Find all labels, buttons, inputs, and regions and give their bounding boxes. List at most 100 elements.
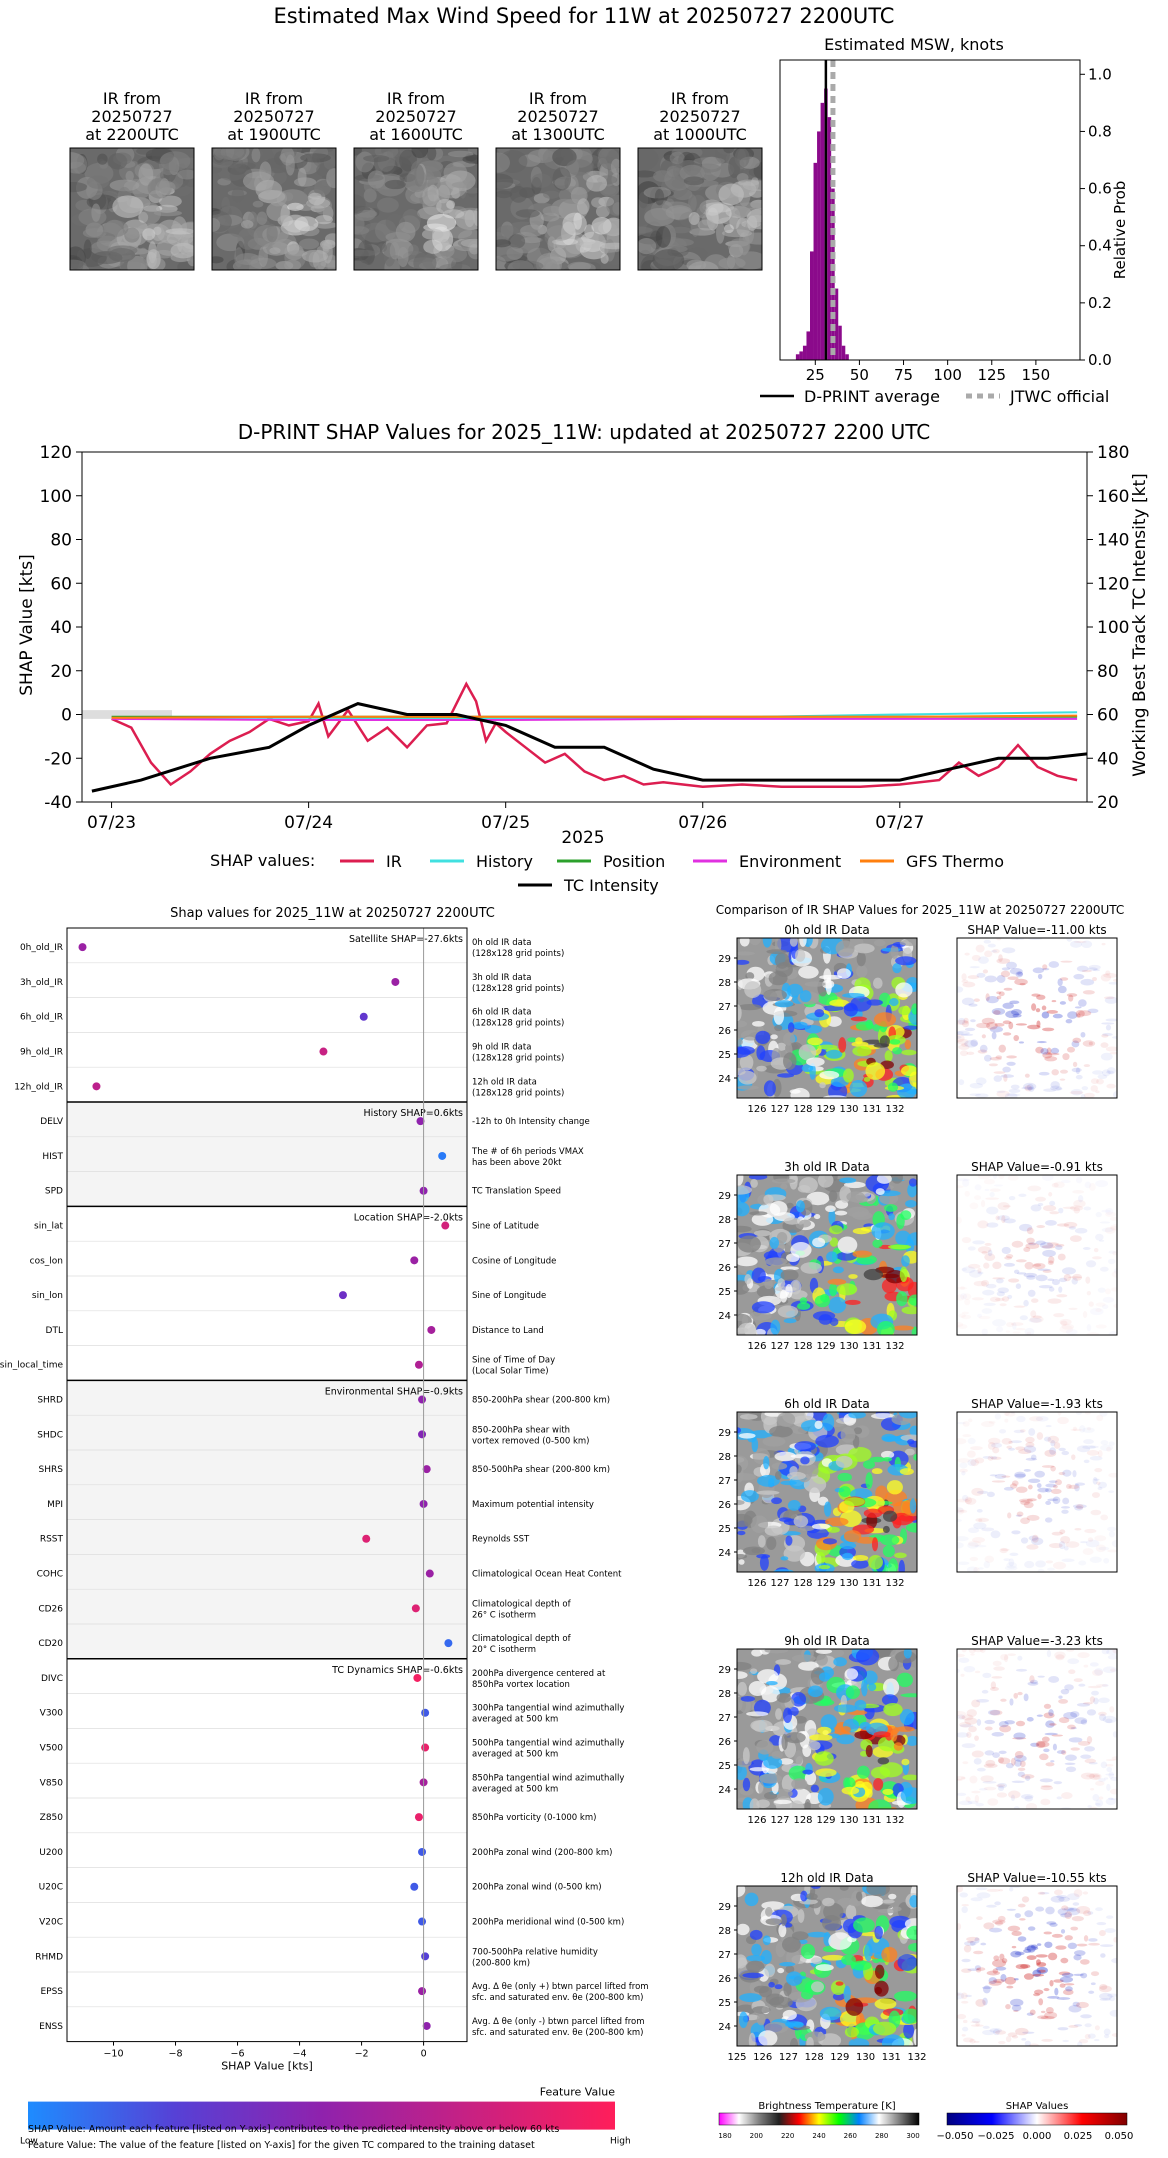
lat-tick-label: 25 <box>718 1524 731 1535</box>
feature-name: Z850 <box>40 1813 64 1823</box>
lon-tick-label: 131 <box>862 1341 881 1352</box>
feature-point <box>444 1639 453 1648</box>
histogram-bar <box>799 351 803 360</box>
colorbar-low: Low <box>20 2137 38 2147</box>
feature-name: CD26 <box>38 1604 63 1614</box>
histogram-frame <box>779 59 1081 361</box>
feature-point <box>319 1047 328 1056</box>
lat-tick-label: 28 <box>718 978 731 989</box>
ir-map-image <box>737 1886 917 2046</box>
lon-tick-label: 132 <box>885 1815 904 1826</box>
feature-desc-2: averaged at 500 km <box>472 1750 558 1760</box>
histogram-bar <box>817 131 821 360</box>
feature-name: V300 <box>40 1709 64 1719</box>
feature-desc-2: (Local Solar Time) <box>472 1367 549 1377</box>
hist-xtick-label: 50 <box>850 366 869 384</box>
feature-desc: 200hPa meridional wind (0-500 km) <box>472 1918 624 1928</box>
group-label: TC Dynamics SHAP=-0.6kts <box>331 1665 463 1676</box>
feature-point <box>418 1430 427 1439</box>
shap-colorbar-tick: −0.025 <box>977 2131 1014 2142</box>
feature-desc-2: 850hPa vortex location <box>472 1680 570 1690</box>
footnote-feature: Feature Value: The value of the feature … <box>28 2140 535 2151</box>
bt-colorbar-tick: 240 <box>812 2132 825 2140</box>
feature-name: V850 <box>40 1778 64 1788</box>
lat-tick-label: 24 <box>718 1785 731 1796</box>
lat-tick-label: 25 <box>718 1050 731 1061</box>
series-line-tc-intensity <box>91 702 1088 793</box>
shap-colorbar-title: SHAP Values <box>1006 2101 1069 2112</box>
feature-name: 6h_old_IR <box>20 1013 63 1023</box>
hist-ytick-label: 1.0 <box>1088 65 1112 83</box>
feature-name: DELV <box>40 1117 64 1127</box>
colorbar-high: High <box>610 2137 631 2147</box>
shap-row-title: SHAP Value=-10.55 kts <box>967 1871 1106 1885</box>
shap-features-chart: Satellite SHAP=-27.6kts 0h_old_IR 0h old I… <box>0 927 649 2147</box>
bt-colorbar-tick: 220 <box>781 2132 794 2140</box>
hist-ytick-label: 0.2 <box>1088 294 1112 312</box>
lon-tick-label: 126 <box>747 1815 766 1826</box>
ir-panel-title-line2: 20250727 <box>233 107 314 126</box>
ir-map-image <box>737 1175 917 1335</box>
histogram-bar <box>838 325 842 360</box>
lon-tick-label: 130 <box>839 1104 858 1115</box>
ir-panel-title-line1: IR from <box>529 89 587 108</box>
lat-tick-label: 27 <box>718 1002 731 1013</box>
lon-tick-label: 131 <box>862 1815 881 1826</box>
lon-tick-label: 126 <box>747 1341 766 1352</box>
group-label: Location SHAP=-2.0kts <box>354 1212 463 1223</box>
hist-xtick-label: 75 <box>894 366 913 384</box>
feature-name: 3h_old_IR <box>20 978 63 988</box>
lon-tick-label: 131 <box>862 1578 881 1589</box>
feature-desc: Avg. Δ θe (only -) btwn parcel lifted fr… <box>472 2017 645 2027</box>
lat-tick-label: 27 <box>718 1713 731 1724</box>
ir-panel-title-line2: 20250727 <box>659 107 740 126</box>
feature-desc: 3h old IR data <box>472 973 531 983</box>
ir-row-title: 9h old IR Data <box>784 1634 870 1648</box>
feature-point <box>391 977 400 986</box>
feature-point <box>438 1151 447 1160</box>
feature-point <box>78 943 87 952</box>
msw-histogram-chart: Estimated MSW, knots Relative Prob 25 50 7… <box>760 35 1129 406</box>
lat-tick-label: 24 <box>718 1074 731 1085</box>
lon-tick-label: 129 <box>816 1104 835 1115</box>
histogram-bar <box>834 288 839 360</box>
legend-jtwc-label: JTWC official <box>1009 387 1109 406</box>
lon-tick-label: 127 <box>770 1104 789 1115</box>
ir-map-image <box>737 1649 917 1809</box>
lon-tick-label: 127 <box>779 2052 798 2063</box>
histogram-bar <box>820 102 825 360</box>
lon-tick-label: 128 <box>793 1341 812 1352</box>
feature-desc: 12h old IR data <box>472 1077 537 1087</box>
bee-xtick-label: −2 <box>355 2049 369 2060</box>
comparison-title: Comparison of IR SHAP Values for 2025_11… <box>715 903 1125 917</box>
lat-tick-label: 27 <box>718 1950 731 1961</box>
feature-name: COHC <box>37 1570 63 1580</box>
feature-desc: Sine of Longitude <box>472 1291 546 1301</box>
group-shading <box>67 1102 467 1207</box>
hist-ytick-label: 0.8 <box>1088 122 1112 140</box>
shap-map-image <box>957 938 1117 1098</box>
lon-tick-label: 126 <box>753 2052 772 2063</box>
lon-tick-label: 129 <box>830 2052 849 2063</box>
ir-row-title: 3h old IR Data <box>784 1160 870 1174</box>
feature-desc: Climatological depth of <box>472 1599 572 1609</box>
lat-tick-label: 28 <box>718 1926 731 1937</box>
ts-y2tick-label: 100 <box>1097 618 1129 638</box>
lon-tick-label: 131 <box>862 1104 881 1115</box>
feature-desc-2: vortex removed (0-500 km) <box>472 1436 589 1446</box>
series-line-gfs-thermo <box>111 714 1078 719</box>
legend-label: IR <box>386 852 402 871</box>
ir-thumbnail-image <box>353 147 479 271</box>
feature-point <box>92 1082 101 1091</box>
lon-tick-label: 129 <box>816 1815 835 1826</box>
ts-legend: SHAP values: IR History Position Environmen… <box>210 851 1004 895</box>
lon-tick-label: 132 <box>885 1104 904 1115</box>
lat-tick-label: 29 <box>718 1428 731 1439</box>
bee-xtick-label: −6 <box>231 2049 245 2060</box>
feature-point <box>427 1325 436 1334</box>
feature-name: U200 <box>39 1848 63 1858</box>
ir-map-image <box>737 938 917 1098</box>
feature-desc: Cosine of Longitude <box>472 1256 556 1266</box>
lat-tick-label: 28 <box>718 1215 731 1226</box>
lat-tick-label: 25 <box>718 1761 731 1772</box>
